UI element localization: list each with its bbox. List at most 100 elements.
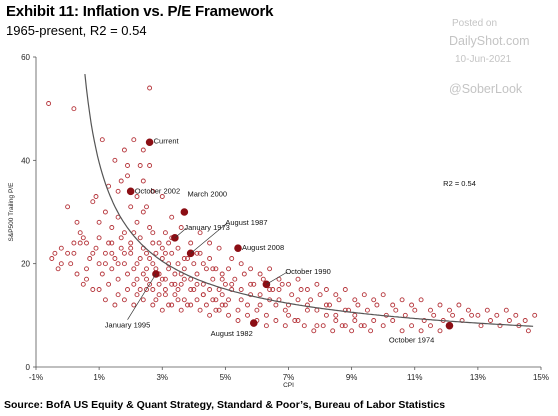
data-point <box>219 292 225 298</box>
data-point <box>162 292 168 298</box>
data-point <box>166 302 172 308</box>
data-point <box>263 312 269 318</box>
data-point <box>245 312 250 318</box>
data-point <box>102 250 108 256</box>
data-point <box>279 281 285 287</box>
data-point <box>456 302 462 308</box>
data-point <box>118 235 124 241</box>
data-point <box>121 230 127 236</box>
data-point <box>191 261 197 267</box>
data-point <box>80 235 86 241</box>
data-point <box>229 281 235 287</box>
scatter-points <box>46 85 538 334</box>
data-point <box>188 240 194 246</box>
chart-labels: Current October 2002 March 2000 January 197… <box>105 136 476 344</box>
watermark-site: DailyShot.com <box>449 34 530 48</box>
data-point <box>131 266 137 272</box>
data-point <box>292 318 298 323</box>
data-point <box>65 204 71 210</box>
data-point <box>99 137 105 143</box>
data-point <box>257 292 263 298</box>
data-point <box>134 292 140 298</box>
annotation-label: August 1982 <box>211 329 253 338</box>
x-tick-label: 11% <box>407 373 422 382</box>
data-point <box>150 261 156 267</box>
annotation-label: January 1995 <box>105 321 150 330</box>
data-point <box>469 312 475 318</box>
data-point <box>112 157 118 163</box>
data-point <box>109 225 115 230</box>
data-point <box>342 323 348 329</box>
data-point <box>295 318 301 323</box>
y-axis-title: S&P500 Trailing P/E <box>8 182 15 242</box>
data-point <box>153 297 159 303</box>
data-point <box>409 302 415 308</box>
data-point <box>314 323 320 329</box>
data-point <box>159 307 165 313</box>
data-point <box>273 302 279 308</box>
data-point <box>207 312 213 318</box>
data-point <box>134 276 140 282</box>
data-point <box>295 297 301 303</box>
data-point <box>90 199 96 205</box>
data-point <box>447 307 452 313</box>
data-point <box>374 302 380 308</box>
highlight-point <box>145 138 154 147</box>
data-point <box>115 261 121 267</box>
data-point <box>71 250 77 256</box>
data-point <box>137 163 143 168</box>
data-point <box>257 302 263 308</box>
data-point <box>121 261 127 267</box>
data-point <box>506 318 512 323</box>
source-note: Source: BofA US Equity & Quant Strategy,… <box>4 399 446 411</box>
data-point <box>137 256 143 261</box>
data-point <box>109 250 115 256</box>
data-point <box>200 281 206 287</box>
data-point <box>74 219 80 225</box>
data-point <box>412 307 418 313</box>
data-point <box>257 271 263 277</box>
data-point <box>207 240 213 246</box>
data-point <box>216 307 222 313</box>
data-point <box>314 307 320 313</box>
data-point <box>522 318 528 323</box>
highlight-point <box>445 321 454 330</box>
data-point <box>270 287 276 292</box>
y-tick-label: 0 <box>26 363 31 372</box>
data-point <box>118 245 124 251</box>
data-point <box>121 250 127 256</box>
data-point <box>478 323 484 329</box>
data-point <box>226 297 231 303</box>
data-point <box>115 188 121 194</box>
data-point <box>128 250 134 256</box>
data-point <box>172 271 178 277</box>
data-point <box>267 287 273 292</box>
data-point <box>65 250 71 256</box>
data-point <box>339 323 345 329</box>
highlight-point <box>180 208 189 216</box>
data-point <box>93 245 99 251</box>
data-point <box>90 287 96 292</box>
data-point <box>238 287 244 292</box>
chart-title: Exhibit 11: Inflation vs. P/E Framework <box>6 3 274 20</box>
data-point <box>194 297 200 303</box>
data-point <box>282 323 288 329</box>
annotation-arrow <box>174 227 187 239</box>
data-point <box>140 147 146 153</box>
data-point <box>402 312 408 318</box>
data-point <box>169 250 175 256</box>
data-point <box>144 266 149 272</box>
data-point <box>181 297 187 303</box>
data-point <box>125 271 130 277</box>
data-point <box>144 250 149 256</box>
data-point <box>118 178 124 184</box>
x-tick-label: 13% <box>470 373 486 382</box>
data-point <box>371 318 377 323</box>
data-point <box>484 307 490 313</box>
data-point <box>390 302 396 308</box>
annotation-label: October 1990 <box>285 267 330 276</box>
data-point <box>286 312 291 318</box>
data-point <box>150 287 156 292</box>
data-point <box>320 323 326 329</box>
data-point <box>219 271 225 277</box>
